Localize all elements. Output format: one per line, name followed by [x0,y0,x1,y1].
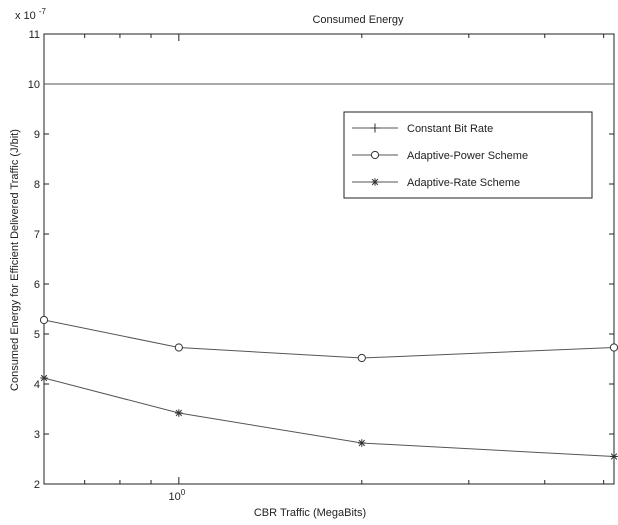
star-marker [357,439,366,447]
y-tick-label: 10 [28,79,40,91]
y-tick-label: 4 [34,379,40,391]
series-line [43,319,615,359]
circle-marker [39,315,49,325]
x-tick-exponent: 0 [181,488,186,497]
legend-label: Adaptive-Rate Scheme [407,177,520,189]
y-multiplier-base: x 10 [15,10,36,22]
plot-area [43,33,615,485]
x-tick-label: 100 [168,488,185,503]
star-marker [40,374,48,382]
legend-item: Adaptive-Rate Scheme [352,177,520,189]
star-marker [371,178,379,186]
x-ticks: 100 [43,34,605,503]
star-marker [175,409,183,417]
y-tick-label: 8 [34,179,40,191]
y-axis-label: Consumed Energy for Efficient Delivered … [9,129,21,391]
circle-marker [609,343,618,352]
y-tick-label: 11 [29,29,40,41]
legend-label: Constant Bit Rate [407,123,493,135]
legend-item: Constant Bit Rate [352,123,493,135]
y-tick-label: 9 [34,129,40,141]
circle-marker [174,343,183,352]
y-multiplier: x 10 -7 [15,7,47,22]
y-tick-label: 3 [34,429,40,441]
legend-label: Adaptive-Power Scheme [407,150,528,162]
x-tick-base: 10 [168,491,180,503]
y-ticks: 2 3 4 5 6 7 8 9 10 11 [28,29,614,491]
chart-title: Consumed Energy [312,14,404,26]
y-tick-label: 2 [34,479,40,491]
y-tick-label: 6 [34,279,40,291]
series-1 [39,315,618,363]
legend-item: Adaptive-Power Scheme [352,150,528,162]
series-2 [40,374,618,461]
circle-marker [370,150,380,160]
x-axis-label: CBR Traffic (MegaBits) [254,507,366,519]
y-multiplier-exponent: -7 [39,7,47,16]
svg-text:x 10 -7: x 10 -7 [15,7,47,22]
circle-marker [357,353,366,363]
y-tick-label: 7 [34,229,40,241]
y-tick-label: 5 [34,329,40,341]
star-marker [610,452,618,461]
series-layer [39,83,618,461]
plus-marker [370,123,380,133]
legend: Constant Bit Rate Adaptive-Power Scheme Ad… [343,111,593,199]
series-line [43,377,615,457]
